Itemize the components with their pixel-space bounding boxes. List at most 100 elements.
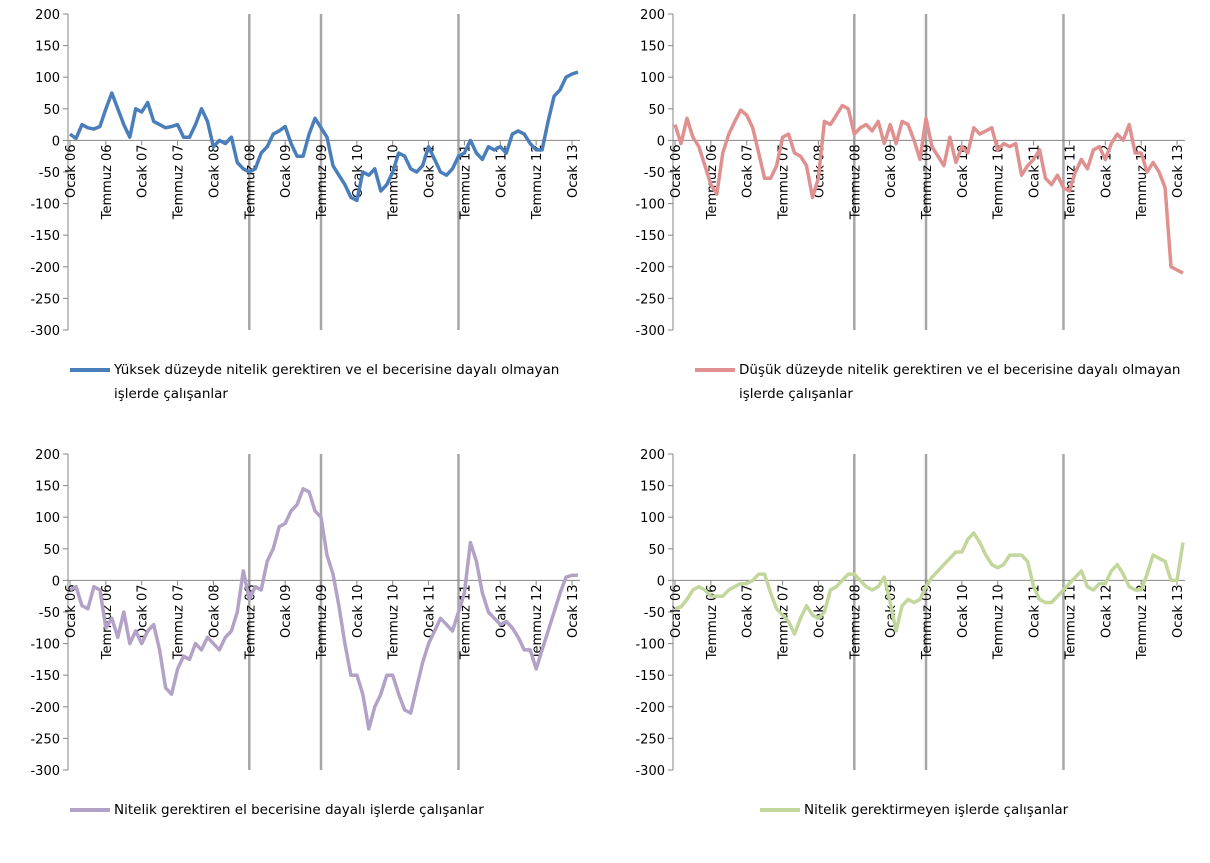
x-tick-label: Temmuz 10: [387, 144, 402, 220]
legend-label: Nitelik gerektiren el becerisine dayalı …: [114, 802, 484, 818]
data-line: [69, 487, 578, 731]
y-tick-label: -300: [30, 324, 60, 339]
y-tick-label: -250: [30, 732, 60, 747]
legend: Düşük düzeyde nitelik gerektiren ve el b…: [695, 358, 1199, 406]
y-tick-label: -200: [635, 701, 665, 716]
y-tick-label: 200: [640, 448, 665, 463]
x-tick-label: Ocak 12: [494, 584, 509, 638]
x-tick-label: Temmuz 07: [777, 144, 792, 220]
x-tick-label: Temmuz 08: [848, 584, 863, 660]
x-tick-label: Ocak 06: [669, 144, 684, 198]
y-tick-label: 0: [52, 134, 60, 149]
y-tick-label: 100: [640, 71, 665, 86]
data-line: [68, 70, 579, 203]
y-tick-label: -50: [644, 166, 665, 181]
x-tick-label: Temmuz 07: [777, 584, 792, 660]
x-tick-label: Temmuz 09: [920, 144, 935, 220]
x-tick-label: Ocak 06: [64, 584, 79, 638]
y-tick-label: -200: [30, 261, 60, 276]
y-tick-label: 150: [640, 40, 665, 55]
x-tick-label: Ocak 13: [1171, 584, 1186, 638]
x-tick-label: Ocak 08: [207, 584, 222, 638]
y-tick-label: 100: [640, 511, 665, 526]
legend-label: Düşük düzeyde nitelik gerektiren ve el b…: [739, 362, 1181, 402]
x-tick-label: Ocak 09: [884, 144, 899, 198]
x-tick-label: Temmuz 06: [100, 144, 115, 220]
x-tick-label: Ocak 13: [566, 144, 581, 198]
data-line: [674, 531, 1185, 636]
x-tick-label: Ocak 07: [136, 584, 151, 638]
x-tick-label: Temmuz 09: [315, 584, 330, 660]
legend-swatch: [70, 808, 110, 812]
x-tick-label: Temmuz 06: [705, 584, 720, 660]
x-tick-label: Ocak 08: [207, 144, 222, 198]
x-tick-label: Temmuz 11: [458, 584, 473, 660]
x-tick-label: Temmuz 12: [530, 144, 545, 220]
y-tick-label: 50: [648, 543, 665, 558]
legend-label: Yüksek düzeyde nitelik gerektiren ve el …: [114, 362, 560, 402]
x-tick-label: Ocak 07: [136, 144, 151, 198]
x-tick-label: Temmuz 08: [243, 584, 258, 660]
legend: Nitelik gerektiren el becerisine dayalı …: [70, 798, 574, 822]
y-tick-label: -50: [39, 166, 60, 181]
y-tick-label: -300: [30, 764, 60, 779]
x-tick-label: Temmuz 12: [1135, 144, 1150, 220]
x-tick-label: Temmuz 12: [1135, 584, 1150, 660]
x-tick-label: Temmuz 12: [530, 584, 545, 660]
y-tick-label: 0: [657, 134, 665, 149]
x-tick-label: Ocak 13: [1171, 144, 1186, 198]
y-tick-label: 150: [35, 40, 60, 55]
x-tick-label: Temmuz 08: [243, 144, 258, 220]
chart-panel: -300 -250 -200 -150 -100 -50 0 50 100 150 200 Ocak …: [0, 440, 605, 863]
x-tick-label: Temmuz 10: [992, 144, 1007, 220]
y-tick-label: -300: [635, 324, 665, 339]
chart: -300 -250 -200 -150 -100 -50 0 50 100 150 200 Ocak …: [30, 448, 581, 779]
y-tick-label: -250: [30, 292, 60, 307]
x-tick-label: Temmuz 08: [848, 144, 863, 220]
legend-swatch: [695, 368, 735, 372]
chart-panel: -300 -250 -200 -150 -100 -50 0 50 100 150 200 Ocak …: [0, 0, 605, 423]
data-line: [673, 103, 1184, 275]
chart: -300 -250 -200 -150 -100 -50 0 50 100 150 200 Ocak …: [635, 448, 1186, 779]
chart-panel: -300 -250 -200 -150 -100 -50 0 50 100 150 200 Ocak …: [605, 0, 1210, 423]
y-tick-label: -100: [635, 198, 665, 213]
y-tick-label: -100: [635, 638, 665, 653]
x-tick-label: Ocak 09: [279, 584, 294, 638]
x-tick-label: Ocak 07: [741, 144, 756, 198]
y-tick-label: 200: [35, 8, 60, 23]
y-tick-label: 150: [35, 480, 60, 495]
x-tick-label: Ocak 11: [1028, 144, 1043, 198]
y-tick-label: -200: [30, 701, 60, 716]
y-tick-label: -50: [644, 606, 665, 621]
y-tick-label: 50: [43, 543, 60, 558]
x-tick-label: Ocak 10: [956, 144, 971, 198]
x-tick-label: Temmuz 10: [992, 584, 1007, 660]
x-tick-label: Ocak 12: [1099, 584, 1114, 638]
y-tick-label: -200: [635, 261, 665, 276]
legend: Nitelik gerektirmeyen işlerde çalışanlar: [760, 798, 1210, 822]
chart: -300 -250 -200 -150 -100 -50 0 50 100 150 200 Ocak …: [635, 8, 1186, 339]
y-tick-label: -250: [635, 292, 665, 307]
x-tick-label: Temmuz 11: [1063, 584, 1078, 660]
chart: -300 -250 -200 -150 -100 -50 0 50 100 150 200 Ocak …: [30, 8, 581, 339]
chart-panel: -300 -250 -200 -150 -100 -50 0 50 100 150 200 Ocak …: [605, 440, 1210, 863]
y-tick-label: 50: [648, 103, 665, 118]
y-tick-label: 200: [640, 8, 665, 23]
x-tick-label: Ocak 09: [279, 144, 294, 198]
x-tick-label: Ocak 10: [351, 144, 366, 198]
legend-swatch: [760, 808, 800, 812]
y-tick-label: -150: [635, 229, 665, 244]
y-tick-label: 50: [43, 103, 60, 118]
y-tick-label: -100: [30, 198, 60, 213]
x-tick-label: Ocak 10: [956, 584, 971, 638]
y-tick-label: 200: [35, 448, 60, 463]
y-tick-label: -100: [30, 638, 60, 653]
y-tick-label: 100: [35, 511, 60, 526]
x-tick-label: Ocak 06: [669, 584, 684, 638]
x-tick-label: Ocak 07: [741, 584, 756, 638]
x-tick-label: Ocak 08: [812, 584, 827, 638]
legend: Yüksek düzeyde nitelik gerektiren ve el …: [70, 358, 574, 406]
x-tick-label: Temmuz 10: [387, 584, 402, 660]
x-tick-label: Temmuz 07: [172, 584, 187, 660]
